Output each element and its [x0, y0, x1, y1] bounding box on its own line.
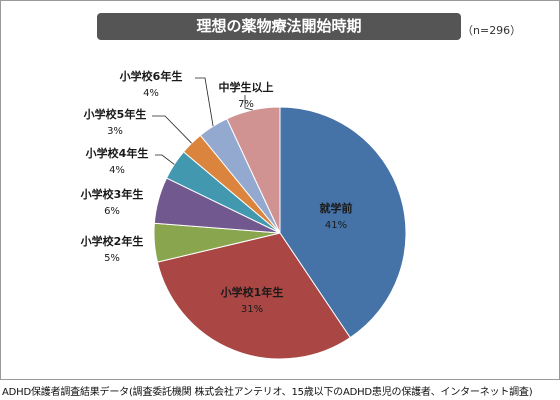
slice-labels: 就学前 41% 小学校1年生 31% 小学校2年生 5% 小学校3年生 6% 小学校4年生 4% 小… — [80, 69, 353, 315]
slice-label-3: 小学校2年生 — [80, 234, 144, 248]
slice-value-2: 31% — [241, 304, 263, 315]
slice-label-6: 小学校5年生 — [83, 107, 147, 121]
slice-value-3: 5% — [104, 253, 120, 264]
leader-line-5 — [155, 154, 175, 165]
leader-line-6 — [152, 115, 192, 144]
pie-slices — [153, 106, 407, 360]
slice-value-4: 6% — [104, 206, 120, 217]
source-note: ADHD保護者調査結果データ(調査委託機関 株式会社アンテリオ、15歳以下のAD… — [2, 387, 533, 398]
leader-line-8 — [244, 95, 253, 111]
slice-value-7: 4% — [143, 88, 159, 99]
leader-lines — [152, 77, 253, 165]
slice-label-2: 小学校1年生 — [220, 285, 284, 299]
pie-slice-2 — [156, 232, 351, 360]
sample-size-note: （n=296） — [462, 24, 522, 37]
slice-value-6: 3% — [107, 126, 123, 137]
chart-title-bar: 理想の薬物療法開始時期 — [97, 13, 461, 40]
slice-label-1: 就学前 — [320, 201, 353, 215]
slice-label-4: 小学校3年生 — [80, 187, 144, 201]
pie-slice-1 — [279, 106, 407, 339]
slice-label-7: 小学校6年生 — [119, 69, 183, 83]
pie-chart: 就学前 41% 小学校1年生 31% 小学校2年生 5% 小学校3年生 6% 小学校4年生 4% 小… — [80, 69, 407, 360]
slice-value-5: 4% — [109, 165, 125, 176]
slice-value-1: 41% — [325, 220, 347, 231]
slice-label-8: 中学生以上 — [219, 80, 274, 94]
chart-title: 理想の薬物療法開始時期 — [196, 17, 362, 35]
leader-line-7 — [195, 77, 214, 127]
slice-label-5: 小学校4年生 — [85, 146, 149, 160]
slice-value-8: 7% — [238, 99, 254, 110]
